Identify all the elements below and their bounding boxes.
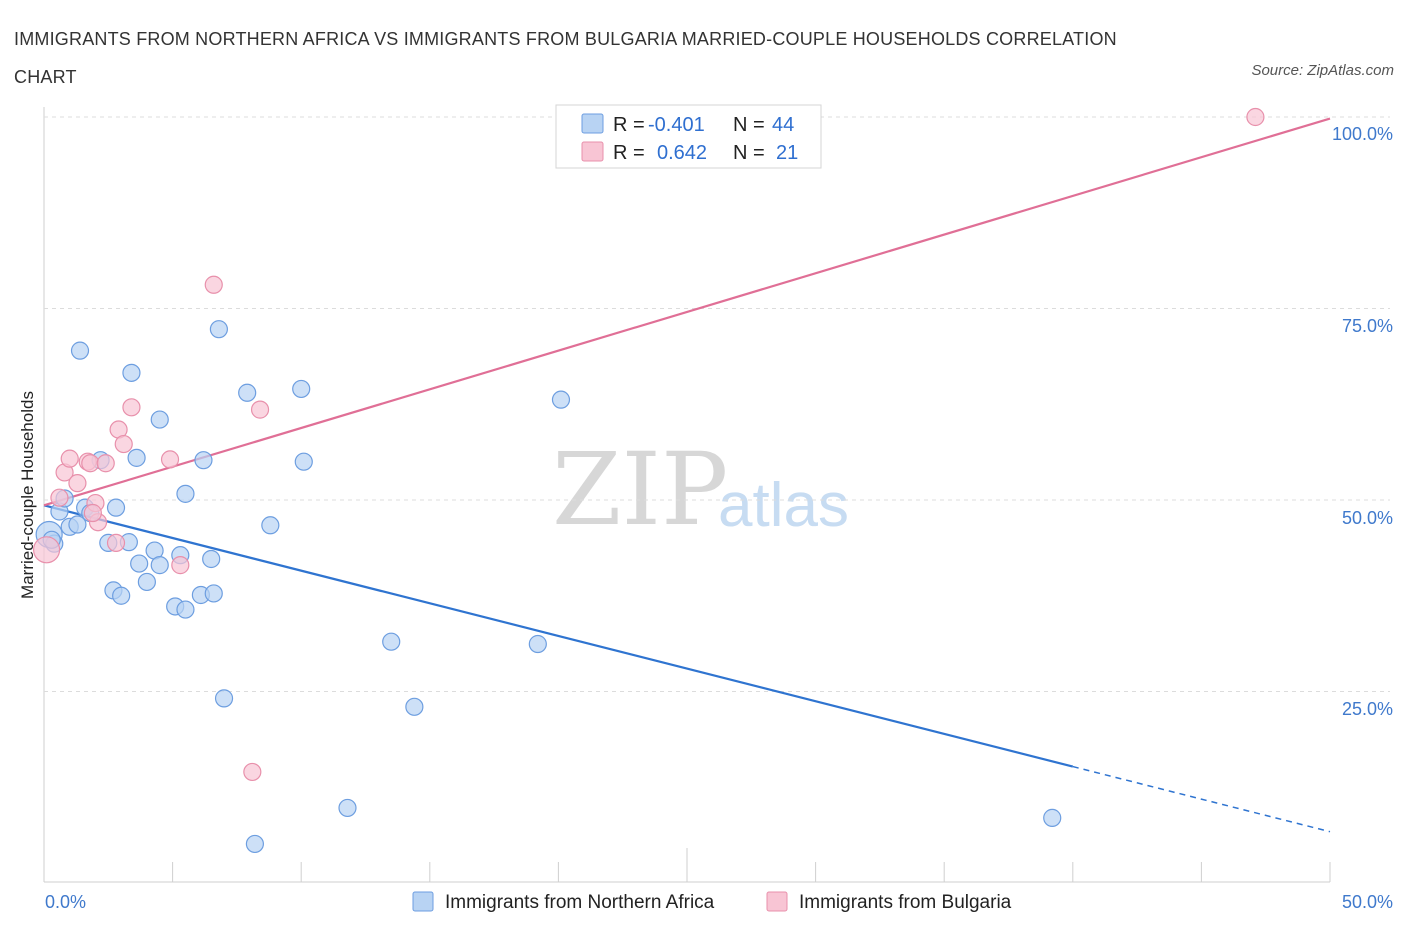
data-point-bulgaria	[204, 275, 223, 294]
data-point-northern-africa	[202, 549, 221, 569]
series-legend-swatch-pink	[766, 891, 788, 912]
data-point-northern-africa	[294, 452, 313, 471]
data-point-northern-africa	[176, 600, 195, 619]
data-point-northern-africa	[106, 498, 126, 517]
y-tick-label-50: 50.0%	[1342, 508, 1393, 528]
data-point-northern-africa	[204, 584, 223, 603]
data-point-northern-africa	[528, 634, 547, 654]
data-point-northern-africa	[238, 383, 257, 402]
series-legend-swatch-blue	[412, 891, 434, 912]
legend-r-value-blue: -0.401	[648, 114, 705, 136]
y-tick-label-25: 25.0%	[1342, 699, 1393, 719]
data-point-northern-africa	[127, 448, 146, 467]
data-point-northern-africa	[214, 689, 234, 708]
data-point-northern-africa	[68, 515, 87, 534]
x-tick-label-min: 0.0%	[45, 892, 86, 912]
data-point-northern-africa	[261, 516, 280, 535]
data-point-northern-africa	[150, 410, 169, 429]
data-point-bulgaria	[250, 400, 270, 419]
data-point-northern-africa	[130, 554, 149, 573]
data-point-bulgaria	[96, 454, 115, 473]
correlation-legend: R = -0.401 N = 44 R = 0.642 N = 21	[555, 104, 822, 169]
legend-swatch-blue	[581, 113, 604, 134]
legend-r-label-pink: R =	[613, 142, 645, 164]
x-ticks	[43, 848, 1331, 882]
data-point-bulgaria	[60, 449, 79, 468]
series-legend-label-pink: Immigrants from Bulgaria	[799, 892, 1012, 913]
watermark-atlas: atlas	[718, 471, 849, 540]
data-point-northern-africa	[176, 484, 195, 503]
y-tick-label-75: 75.0%	[1342, 316, 1393, 336]
data-point-northern-africa	[70, 341, 90, 360]
data-point-northern-africa	[209, 320, 228, 339]
data-point-bulgaria	[114, 434, 133, 454]
legend-n-value-blue: 44	[772, 114, 794, 136]
series-legend-label-blue: Immigrants from Northern Africa	[445, 892, 715, 913]
data-point-northern-africa	[150, 556, 169, 575]
series-northern-africa-points	[35, 320, 1062, 854]
data-point-northern-africa	[112, 586, 131, 605]
legend-n-label-pink: N =	[733, 142, 765, 164]
data-point-bulgaria	[171, 556, 190, 575]
trend-line-northern-africa	[43, 504, 1074, 768]
legend-n-value-pink: 21	[776, 142, 798, 164]
data-point-northern-africa	[338, 798, 357, 818]
source-label: Source: ZipAtlas.com	[1251, 62, 1394, 79]
data-point-bulgaria	[122, 398, 141, 417]
series-bulgaria-points	[32, 107, 1265, 782]
data-point-northern-africa	[137, 572, 156, 592]
data-point-bulgaria	[1246, 107, 1265, 127]
data-point-northern-africa	[551, 390, 571, 409]
data-point-bulgaria	[243, 762, 262, 782]
gridlines	[44, 116, 1390, 692]
data-point-bulgaria	[32, 536, 61, 564]
series-legend: Immigrants from Northern Africa Immigran…	[412, 891, 1012, 913]
trend-line-bulgaria	[43, 117, 1331, 507]
data-point-northern-africa	[245, 834, 265, 854]
legend-n-label-blue: N =	[733, 114, 765, 136]
data-point-bulgaria	[106, 533, 126, 552]
legend-swatch-pink	[581, 141, 604, 162]
data-point-northern-africa	[405, 697, 424, 716]
trend-line-northern-africa-extension	[1072, 765, 1331, 833]
trend-lines	[43, 117, 1331, 833]
chart-title: IMMIGRANTS FROM NORTHERN AFRICA VS IMMIG…	[14, 29, 1117, 87]
data-point-bulgaria	[81, 454, 100, 473]
y-tick-label-100: 100.0%	[1332, 124, 1393, 144]
data-point-northern-africa	[382, 632, 401, 651]
data-point-bulgaria	[83, 503, 102, 523]
data-point-northern-africa	[1043, 808, 1062, 827]
data-point-northern-africa	[122, 363, 141, 382]
data-point-bulgaria	[160, 450, 180, 469]
legend-r-value-pink: 0.642	[657, 142, 707, 164]
x-tick-label-max: 50.0%	[1342, 892, 1393, 912]
data-point-bulgaria	[68, 474, 87, 493]
legend-r-label-blue: R =	[613, 114, 645, 136]
watermark-zip: ZIP	[552, 431, 728, 548]
data-point-northern-africa	[292, 379, 311, 399]
data-point-bulgaria	[50, 488, 69, 507]
data-point-northern-africa	[194, 451, 213, 470]
